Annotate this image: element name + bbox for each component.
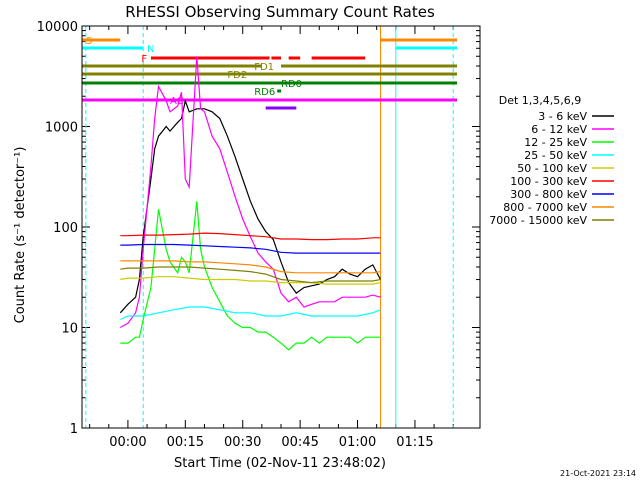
series-line — [120, 276, 381, 285]
series-line — [120, 232, 381, 241]
legend-label: 100 - 300 keV — [510, 175, 587, 188]
footer-timestamp: 21-Oct-2021 23:14 — [560, 469, 636, 478]
plot-area: 1 10 100 1000 10000 00:00 00:15 00:30 00:45 01:00… — [37, 20, 480, 450]
y-tick-label: 10 — [61, 322, 78, 337]
flag-bar-label: RD0 — [281, 79, 302, 90]
plot-frame — [81, 25, 481, 429]
series-line — [120, 243, 381, 254]
legend-label: 25 - 50 keV — [524, 149, 587, 162]
series-line — [120, 201, 381, 351]
y-tick-label: 100 — [53, 221, 78, 236]
legend-label: 800 - 7000 keV — [503, 201, 587, 214]
flag-bar-label: AC — [170, 96, 184, 107]
x-tick-label: 01:00 — [339, 435, 376, 450]
flag-bar-label: N — [147, 44, 154, 55]
x-tick-label: 00:30 — [224, 435, 261, 450]
legend-label: 300 - 800 keV — [510, 188, 587, 201]
legend-label: 12 - 25 keV — [524, 136, 587, 149]
series-line — [119, 98, 382, 314]
flag-bar-label: S — [86, 36, 92, 47]
y-axis-label: Count Rate (s⁻¹ detector⁻¹) — [13, 147, 28, 324]
series-line — [120, 306, 381, 321]
flag-bar-label: RD6 — [254, 87, 275, 98]
x-tick-label: 00:15 — [167, 435, 204, 450]
series-line — [120, 260, 381, 274]
legend-label: 7000 - 15000 keV — [489, 214, 587, 227]
flag-bar-label: FD2 — [227, 70, 247, 81]
legend-label: 3 - 6 keV — [538, 110, 587, 123]
legend-label: 6 - 12 keV — [531, 123, 587, 136]
series-line — [120, 266, 381, 284]
x-tick-label: 01:15 — [396, 435, 433, 450]
flag-bar-label: FD1 — [254, 62, 274, 73]
legend-label: 50 - 100 keV — [517, 162, 587, 175]
series-line — [120, 56, 381, 329]
x-tick-label: 00:45 — [281, 435, 318, 450]
x-axis-label: Start Time (02-Nov-11 23:48:02) — [174, 456, 386, 471]
flag-bar-label: F — [141, 54, 147, 65]
y-tick-label: 10000 — [37, 20, 78, 35]
x-tick-label: 00:00 — [109, 435, 146, 450]
legend-title: Det 1,3,4,5,6,9 — [499, 94, 582, 107]
y-tick-label: 1 — [70, 422, 78, 437]
chart-title: RHESSI Observing Summary Count Rates — [125, 3, 435, 21]
y-tick-label: 1000 — [45, 121, 78, 136]
